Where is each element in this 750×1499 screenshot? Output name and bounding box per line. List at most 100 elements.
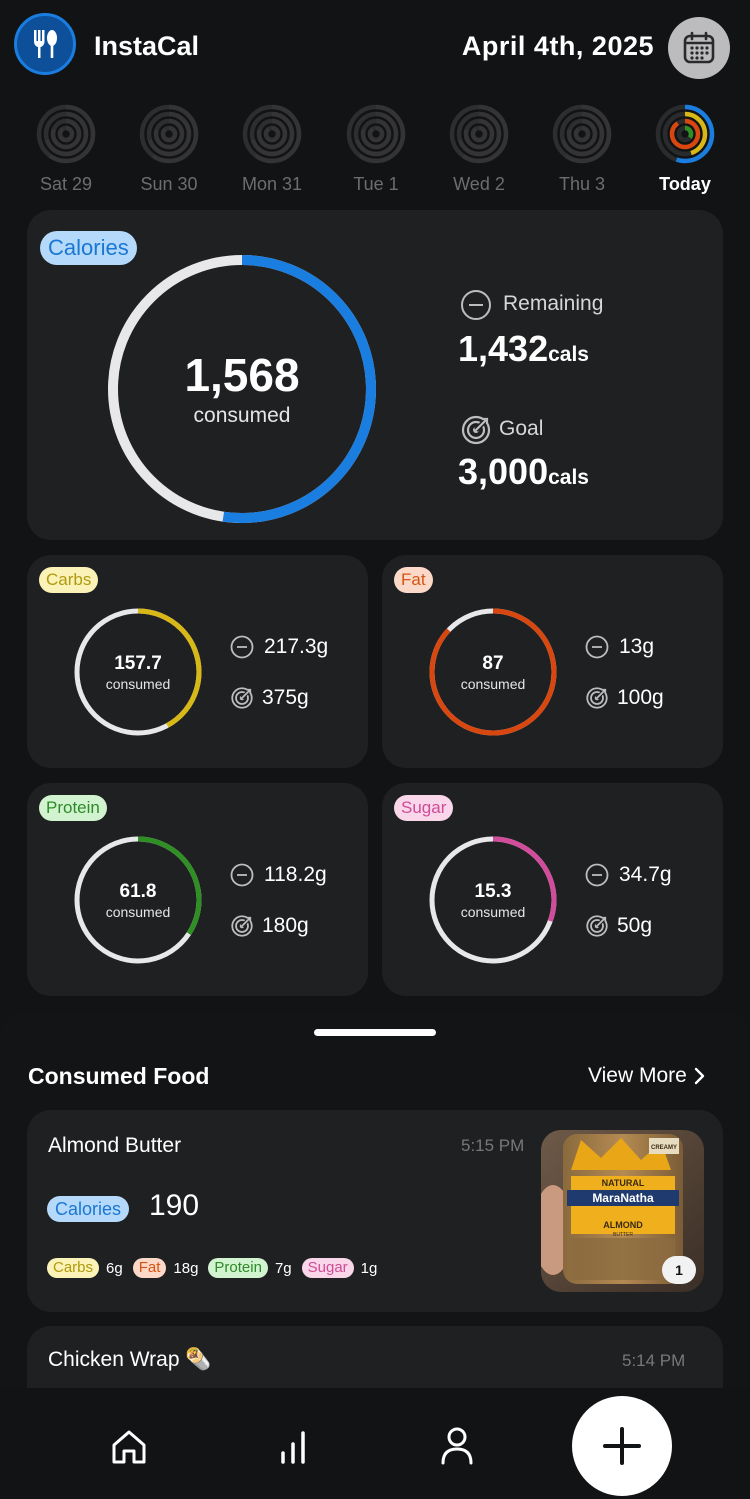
day-3[interactable]: Tue 1 <box>331 104 421 200</box>
goal-target-icon <box>586 915 608 937</box>
food-calories-badge: Calories <box>47 1196 130 1222</box>
food-item-name: Almond Butter <box>48 1134 182 1157</box>
day-label: Wed 2 <box>453 174 505 194</box>
jar-brand: MaraNatha <box>592 1191 654 1205</box>
profile-icon[interactable] <box>438 1426 476 1466</box>
food-protein-badge: Protein <box>208 1258 268 1278</box>
day-activity-rings <box>346 104 406 164</box>
food-calories-value: 190 <box>149 1189 200 1222</box>
carbs-ring <box>74 608 202 736</box>
day-activity-rings <box>139 104 199 164</box>
day-activity-rings <box>36 104 96 164</box>
food-fat-value: 18g <box>173 1259 199 1277</box>
food-sugar-badge: Sugar <box>301 1258 354 1278</box>
sugar-consumed-label: consumed <box>460 904 526 920</box>
food-item-time: 5:15 PM <box>461 1136 525 1155</box>
protein-ring <box>74 836 202 964</box>
fat-badge: Fat <box>394 567 433 593</box>
food-carbs-badge: Carbs <box>47 1258 100 1278</box>
view-more-label: View More <box>588 1064 687 1087</box>
goal-label: Goal <box>499 417 544 440</box>
day-0[interactable]: Sat 29 <box>21 104 111 200</box>
protein-goal-value: 180g <box>262 914 309 937</box>
goal-target-icon <box>586 687 608 709</box>
sheet-drag-handle[interactable] <box>314 1029 436 1036</box>
fat-ring <box>429 608 557 736</box>
remaining-unit: cals <box>548 343 589 366</box>
protein-consumed-label: consumed <box>105 904 171 920</box>
protein-badge: Protein <box>39 795 107 821</box>
home-icon[interactable] <box>110 1428 148 1466</box>
fat-progress-arc <box>429 608 557 736</box>
protein-progress-arc <box>74 836 202 964</box>
sugar-consumed-value: 15.3 <box>474 881 512 902</box>
calories-consumed-value: 1,568 <box>184 349 300 401</box>
sugar-remaining-value: 34.7g <box>619 863 672 886</box>
consumed-food-title: Consumed Food <box>28 1063 210 1089</box>
sugar-goal-value: 50g <box>617 914 653 937</box>
protein-remaining-value: 118.2g <box>264 863 327 886</box>
sugar-progress-arc <box>429 836 557 964</box>
day-label: Sun 30 <box>140 174 198 194</box>
protein-consumed-value: 61.8 <box>119 881 157 902</box>
day-label: Today <box>659 174 711 194</box>
goal-target-icon <box>231 687 253 709</box>
remaining-label: Remaining <box>503 292 604 315</box>
carbs-consumed-label: consumed <box>105 676 171 692</box>
fat-remaining-value: 13g <box>619 635 655 658</box>
photo-count-badge: 1 <box>662 1256 696 1284</box>
day-label: Tue 1 <box>353 174 399 194</box>
minus-circle-icon <box>585 635 609 659</box>
food-protein-value: 7g <box>274 1259 292 1277</box>
minus-circle-icon <box>230 635 254 659</box>
fat-consumed-label: consumed <box>460 676 526 692</box>
chevron-right-icon <box>694 1067 705 1085</box>
fat-consumed-value: 87 <box>482 653 504 674</box>
food-item-time: 5:14 PM <box>622 1351 686 1370</box>
jar-sub2: BUTTER <box>613 1232 633 1238</box>
calendar-button[interactable] <box>668 17 730 79</box>
goal-value-group: 3,000cals <box>458 451 589 493</box>
app-logo <box>14 13 76 75</box>
day-label: Mon 31 <box>241 174 303 194</box>
day-4[interactable]: Wed 2 <box>434 104 524 200</box>
remaining-value-group: 1,432cals <box>458 328 589 370</box>
carbs-goal-value: 375g <box>262 686 309 709</box>
today-activity-rings <box>655 104 715 164</box>
carbs-remaining-value: 217.3g <box>264 635 329 658</box>
goal-target-icon <box>231 915 253 937</box>
day-1[interactable]: Sun 30 <box>124 104 214 200</box>
jar-sub: ALMOND <box>603 1220 643 1230</box>
goal-unit: cals <box>548 466 589 489</box>
day-activity-rings <box>449 104 509 164</box>
sugar-ring <box>429 836 557 964</box>
food-macros-row: Carbs 6g Fat 18g Protein 7g Sugar 1g <box>47 1258 377 1278</box>
calories-progress-arc <box>108 255 376 523</box>
carbs-progress-arc <box>74 608 202 736</box>
day-5[interactable]: Thu 3 <box>537 104 627 200</box>
current-date[interactable]: April 4th, 2025 <box>461 31 654 61</box>
calories-ring <box>108 255 376 523</box>
calories-badge: Calories <box>40 231 137 265</box>
food-fat-badge: Fat <box>132 1258 167 1278</box>
carbs-badge: Carbs <box>39 567 99 593</box>
food-photo[interactable]: MaraNatha NATURAL ALMOND BUTTER CREAMY 1 <box>541 1130 704 1292</box>
plus-icon <box>603 1427 641 1465</box>
day-activity-rings <box>242 104 302 164</box>
day-2[interactable]: Mon 31 <box>227 104 317 200</box>
add-food-button[interactable] <box>572 1396 672 1496</box>
calendar-icon <box>683 31 715 64</box>
day-6[interactable]: Today <box>640 104 730 200</box>
stats-icon[interactable] <box>278 1428 310 1466</box>
day-activity-rings <box>552 104 612 164</box>
minus-circle-icon <box>461 290 491 320</box>
sugar-badge: Sugar <box>394 795 454 821</box>
minus-circle-icon <box>585 863 609 887</box>
goal-target-icon <box>461 415 491 445</box>
app-title: InstaCal <box>94 31 200 61</box>
view-more-link[interactable]: View More <box>588 1064 707 1088</box>
jar-tag: CREAMY <box>651 1145 677 1151</box>
jar-brand-top: NATURAL <box>602 1178 645 1188</box>
day-label: Thu 3 <box>558 174 606 194</box>
food-item-name: Chicken Wrap 🌯 <box>48 1348 212 1371</box>
